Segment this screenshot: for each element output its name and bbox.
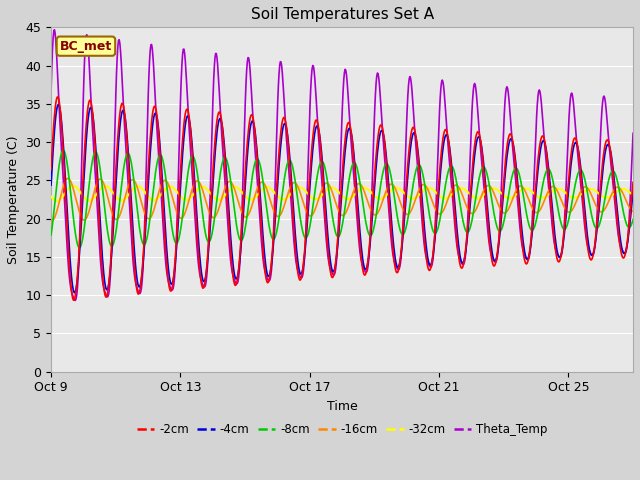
-2cm — [291, 243, 299, 249]
-2cm — [47, 166, 55, 172]
-16cm — [70, 186, 77, 192]
-2cm — [629, 180, 637, 185]
-16cm — [48, 218, 56, 224]
-16cm — [260, 181, 268, 187]
-32cm — [53, 198, 61, 204]
Theta_Temp — [291, 252, 299, 258]
-2cm — [186, 116, 193, 121]
-16cm — [518, 184, 526, 190]
-8cm — [76, 245, 83, 251]
Line: -32cm: -32cm — [51, 186, 633, 201]
-32cm — [378, 195, 386, 201]
-32cm — [518, 187, 526, 192]
-2cm — [70, 298, 78, 303]
Line: -16cm: -16cm — [51, 179, 633, 221]
-16cm — [291, 180, 299, 186]
-16cm — [64, 176, 72, 181]
-8cm — [518, 187, 526, 193]
-32cm — [629, 192, 637, 198]
Theta_Temp — [518, 245, 526, 251]
-8cm — [291, 179, 299, 184]
-32cm — [69, 183, 77, 189]
Line: -2cm: -2cm — [51, 97, 633, 300]
Line: -4cm: -4cm — [51, 105, 633, 293]
-32cm — [186, 196, 193, 202]
-8cm — [260, 187, 268, 193]
-32cm — [47, 194, 55, 200]
Theta_Temp — [629, 131, 637, 136]
-8cm — [47, 232, 55, 238]
Theta_Temp — [69, 293, 77, 299]
-4cm — [291, 230, 299, 236]
-16cm — [629, 208, 637, 214]
Line: -8cm: -8cm — [51, 150, 633, 248]
-4cm — [260, 248, 268, 253]
-4cm — [71, 290, 79, 296]
Text: BC_met: BC_met — [60, 40, 112, 53]
Theta_Temp — [378, 123, 386, 129]
-4cm — [629, 189, 637, 194]
-8cm — [629, 216, 637, 222]
-16cm — [378, 199, 386, 205]
-2cm — [378, 124, 386, 130]
-8cm — [378, 173, 386, 179]
-32cm — [260, 185, 268, 191]
-4cm — [69, 284, 77, 289]
Theta_Temp — [260, 264, 268, 270]
-2cm — [518, 243, 526, 249]
-4cm — [186, 117, 193, 123]
-2cm — [54, 94, 61, 100]
-8cm — [186, 162, 193, 168]
Theta_Temp — [51, 27, 58, 33]
-32cm — [291, 186, 299, 192]
X-axis label: Time: Time — [326, 400, 358, 413]
-4cm — [47, 182, 55, 188]
-4cm — [54, 102, 62, 108]
Line: Theta_Temp: Theta_Temp — [51, 30, 633, 300]
Title: Soil Temperatures Set A: Soil Temperatures Set A — [250, 7, 434, 22]
-2cm — [69, 295, 77, 301]
Theta_Temp — [47, 88, 55, 94]
-32cm — [70, 183, 77, 189]
Legend: -2cm, -4cm, -8cm, -16cm, -32cm, Theta_Temp: -2cm, -4cm, -8cm, -16cm, -32cm, Theta_Te… — [132, 419, 552, 441]
-8cm — [60, 147, 67, 153]
-16cm — [186, 196, 193, 202]
-4cm — [518, 233, 526, 239]
-4cm — [378, 128, 386, 134]
Y-axis label: Soil Temperature (C): Soil Temperature (C) — [7, 135, 20, 264]
-8cm — [69, 209, 77, 215]
-16cm — [47, 218, 55, 224]
-2cm — [260, 261, 268, 266]
Theta_Temp — [186, 129, 193, 135]
Theta_Temp — [72, 298, 79, 303]
